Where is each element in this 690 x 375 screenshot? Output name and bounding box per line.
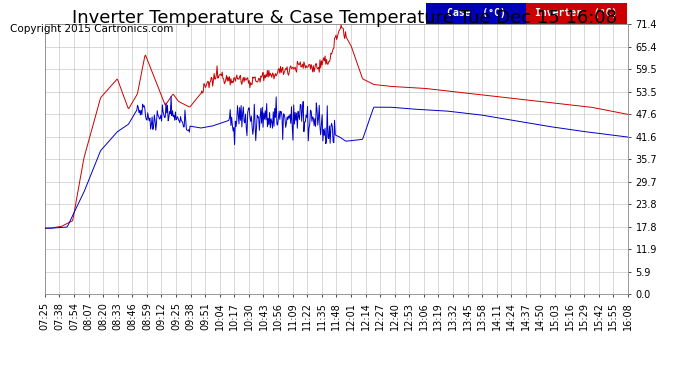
Text: Copyright 2015 Cartronics.com: Copyright 2015 Cartronics.com <box>10 24 174 34</box>
Text: Inverter Temperature & Case Temperature Tue Dec 15 16:08: Inverter Temperature & Case Temperature … <box>72 9 618 27</box>
Text: Case  (°C): Case (°C) <box>447 9 506 18</box>
Text: Inverter  (°C): Inverter (°C) <box>535 9 618 18</box>
